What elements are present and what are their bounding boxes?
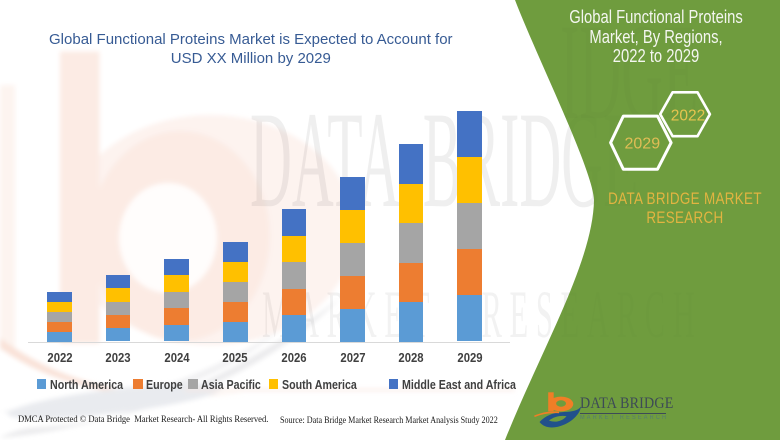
svg-text:2022: 2022 [671,108,705,125]
svg-text:2029: 2029 [625,135,661,152]
